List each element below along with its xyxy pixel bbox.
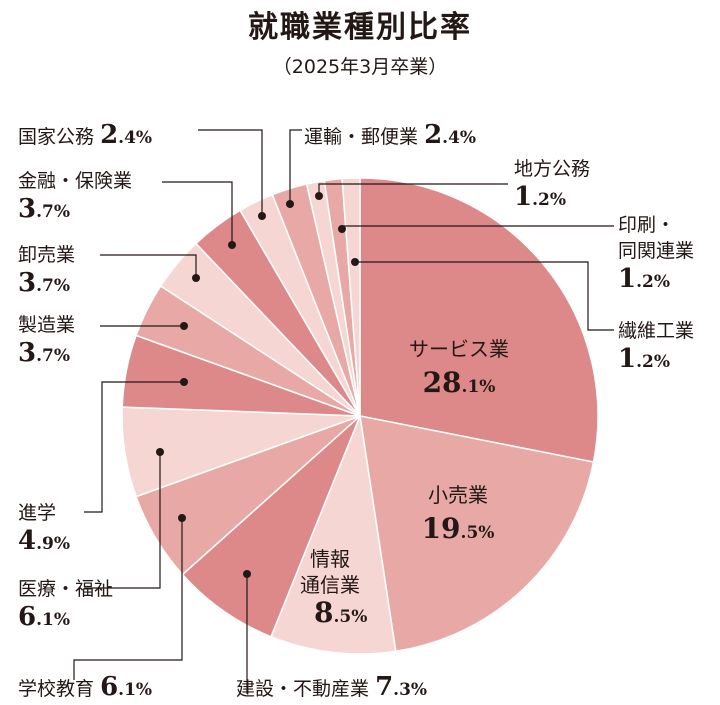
chart-title: 就職業種別比率 bbox=[248, 10, 472, 45]
slice-name: 卸売業 bbox=[18, 244, 76, 266]
pie-slices bbox=[121, 177, 599, 655]
pie-slice bbox=[270, 413, 397, 655]
leader-line bbox=[289, 129, 302, 204]
slice-label-further-study: 進学 4.9% bbox=[18, 500, 70, 557]
slice-percent: 3.7% bbox=[18, 268, 70, 298]
leader-line bbox=[162, 181, 233, 245]
slice-percent: 4.9% bbox=[18, 526, 70, 556]
leader-lines bbox=[73, 129, 614, 694]
slice-percent: 2.4% bbox=[100, 120, 153, 150]
slice-percent: 6.1% bbox=[100, 672, 153, 702]
slice-name: 建設・不動産業 bbox=[236, 678, 370, 700]
slice-label-manufacturing: 製造業 3.7% bbox=[18, 312, 75, 369]
leader-dot bbox=[228, 241, 236, 249]
leader-line bbox=[100, 254, 197, 278]
slice-label-it: 情報 通信業 8.5% bbox=[300, 546, 390, 630]
slice-label-medical: 医療・福祉 6.1% bbox=[18, 576, 113, 633]
pie-slice bbox=[181, 415, 361, 638]
slice-percent: 1.2% bbox=[618, 344, 670, 374]
slice-name: 繊維工業 bbox=[618, 320, 695, 342]
slice-name: 医療・福祉 bbox=[18, 578, 114, 600]
slice-name: 進学 bbox=[18, 502, 57, 524]
slice-percent: 7.3% bbox=[375, 672, 428, 702]
leader-line bbox=[73, 518, 183, 680]
slice-percent: 1.2% bbox=[618, 264, 670, 294]
pie-slice bbox=[341, 177, 361, 417]
slice-percent: 1.2% bbox=[514, 182, 566, 212]
slice-label-local: 地方公務 1.2% bbox=[514, 156, 590, 213]
slice-percent: 8.5% bbox=[314, 596, 368, 629]
slice-label-school: 学校教育 6.1% bbox=[18, 674, 152, 703]
slice-label-service: サービス業 28.1% bbox=[404, 336, 514, 400]
slice-label-retail: 小売業 19.5% bbox=[408, 482, 508, 546]
leader-dot bbox=[286, 200, 294, 208]
slice-label-national: 国家公務 2.4% bbox=[18, 122, 152, 151]
slice-label-finance: 金融・保険業 3.7% bbox=[18, 168, 132, 225]
slice-percent: 3.7% bbox=[18, 194, 70, 224]
slice-label-wholesale: 卸売業 3.7% bbox=[18, 242, 75, 299]
leader-dot bbox=[180, 378, 188, 386]
slice-label-transport: 運輸・郵便業 2.4% bbox=[304, 122, 476, 151]
leader-dot bbox=[156, 448, 164, 456]
leader-dot bbox=[315, 192, 323, 200]
slice-name: サービス業 bbox=[409, 337, 509, 361]
leader-line bbox=[84, 381, 184, 513]
slice-percent: 3.7% bbox=[18, 338, 70, 368]
slice-name: 同関連業 bbox=[618, 240, 695, 262]
slice-label-textile: 繊維工業 1.2% bbox=[618, 318, 694, 375]
leader-line bbox=[84, 452, 161, 589]
slice-name: 通信業 bbox=[300, 573, 360, 597]
leader-dot bbox=[258, 212, 266, 220]
pie-slice bbox=[359, 415, 595, 653]
slice-name: 地方公務 bbox=[514, 158, 591, 180]
slice-name: 学校教育 bbox=[18, 678, 95, 700]
slice-name: 小売業 bbox=[428, 483, 488, 507]
leader-dot bbox=[338, 225, 346, 233]
slice-percent: 2.4% bbox=[424, 120, 477, 150]
slice-name: 印刷・ bbox=[618, 214, 676, 236]
leader-dot bbox=[192, 274, 200, 282]
slice-percent: 6.1% bbox=[18, 602, 70, 632]
leader-dot bbox=[180, 322, 188, 330]
slice-label-printing: 印刷・ 同関連業 1.2% bbox=[618, 212, 694, 295]
slice-name: 運輸・郵便業 bbox=[304, 126, 419, 148]
slice-percent: 28.1% bbox=[422, 366, 496, 399]
leader-dot bbox=[178, 514, 186, 522]
slice-label-construction: 建設・不動産業 7.3% bbox=[236, 674, 427, 703]
leader-dot bbox=[351, 258, 359, 266]
leader-line bbox=[198, 129, 263, 216]
slice-name: 製造業 bbox=[18, 314, 76, 336]
pie-slice bbox=[359, 177, 599, 463]
slice-percent: 19.5% bbox=[421, 512, 495, 545]
leader-line bbox=[355, 261, 614, 331]
slice-name: 国家公務 bbox=[18, 126, 95, 148]
leader-dot bbox=[243, 570, 251, 578]
slice-name: 情報 bbox=[310, 547, 350, 571]
chart-subtitle: （2025年3月卒業） bbox=[272, 56, 448, 78]
slice-name: 金融・保険業 bbox=[18, 170, 133, 192]
